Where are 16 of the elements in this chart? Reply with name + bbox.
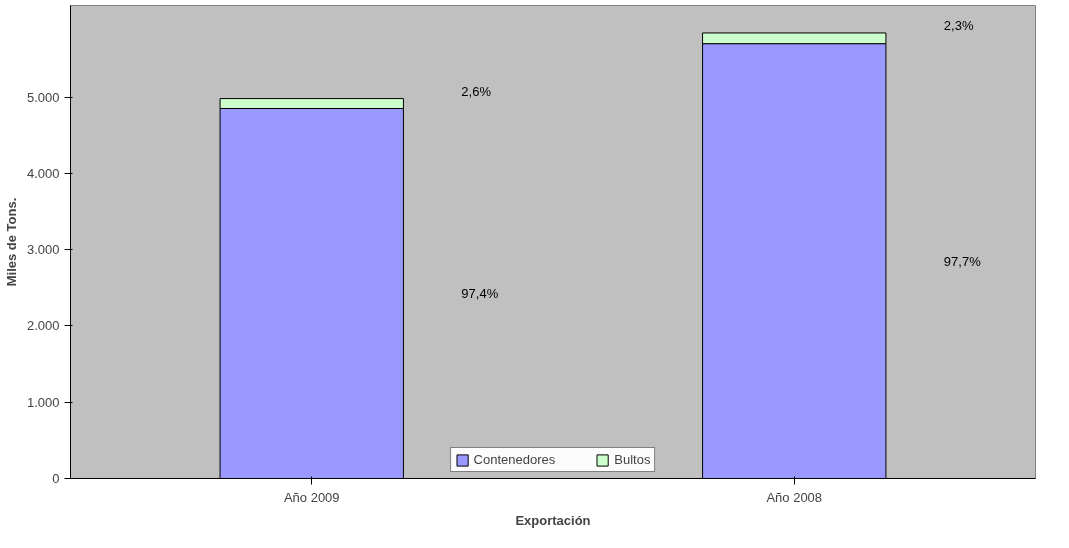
legend-label: Bultos xyxy=(614,452,651,467)
annotation: 2,3% xyxy=(943,17,974,33)
y-axis-title: Miles de Tons. xyxy=(3,197,19,287)
annotation: 2,6% xyxy=(461,83,492,99)
x-tick-label: Año 2009 xyxy=(283,489,340,505)
y-tick-label: 2.000 xyxy=(26,318,60,334)
x-axis-title: Exportación xyxy=(515,512,591,528)
y-tick-label: 5.000 xyxy=(26,89,60,105)
legend-label: Contenedores xyxy=(473,452,556,467)
annotation: 97,4% xyxy=(461,286,499,301)
annotation: 97,7% xyxy=(943,253,982,269)
x-tick-label: Año 2008 xyxy=(766,489,823,505)
y-tick-label: 4.000 xyxy=(26,165,60,181)
y-tick-label: 3.000 xyxy=(26,242,60,258)
y-tick-label: 1.000 xyxy=(26,394,60,410)
y-tick-label: 0 xyxy=(52,471,60,486)
